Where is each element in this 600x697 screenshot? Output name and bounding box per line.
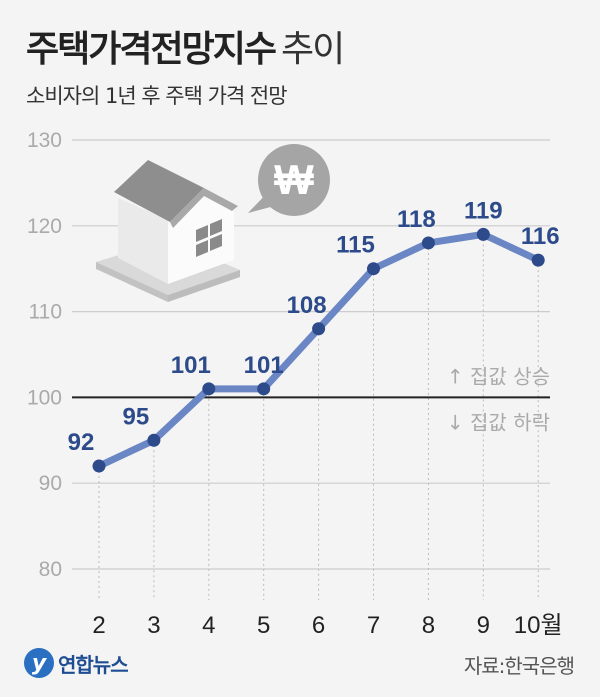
data-point: [257, 382, 271, 396]
title-light: 추이: [280, 29, 345, 70]
value-label: 95: [123, 403, 150, 430]
subtitle: 소비자의 1년 후 주택 가격 전망: [26, 84, 288, 108]
x-tick-label: 10월: [514, 612, 563, 639]
y-tick-label: 100: [27, 386, 62, 409]
x-guides: [98, 234, 539, 600]
data-point: [202, 382, 216, 396]
source-note: 자료:한국은행: [463, 654, 575, 678]
x-tick-label: 8: [422, 612, 435, 639]
data-points: [92, 227, 545, 473]
x-tick-label: 9: [477, 612, 490, 639]
data-point: [147, 433, 161, 447]
value-label: 101: [171, 352, 211, 379]
value-label: 108: [287, 292, 327, 319]
y-tick-label: 80: [39, 558, 62, 581]
value-label: 116: [521, 223, 560, 250]
x-axis-labels: 2 3 4 5 6 7 8 9 10월: [92, 612, 562, 639]
logo-mark-icon: y: [24, 648, 54, 678]
y-tick-label: 90: [39, 472, 62, 495]
page-title: 주택가격전망지수 추이: [26, 20, 345, 72]
x-tick-label: 5: [257, 612, 270, 639]
data-point: [421, 236, 435, 250]
data-point: [312, 322, 326, 336]
value-label: 119: [464, 197, 503, 224]
y-tick-label: 130: [27, 129, 62, 152]
value-label: 92: [68, 429, 95, 456]
y-axis-ticks: 130 120 110 100 90 80: [27, 129, 62, 581]
logo-text: 연합뉴스: [58, 652, 129, 677]
data-point: [476, 227, 490, 241]
x-tick-label: 6: [312, 612, 325, 639]
value-labels: 92 95 101 101 108 115 118 119 116: [68, 197, 560, 456]
won-speech-bubble-icon: ₩: [248, 144, 330, 216]
x-tick-label: 4: [202, 612, 215, 639]
svg-text:₩: ₩: [274, 156, 314, 203]
x-tick-label: 3: [147, 612, 160, 639]
house-icon: [96, 160, 240, 302]
data-point: [92, 459, 106, 473]
value-label: 101: [244, 352, 284, 379]
title-bold: 주택가격전망지수: [26, 29, 277, 70]
data-point: [531, 253, 545, 267]
value-label: 118: [397, 206, 436, 233]
annotation-up: ↑ 집값 상승: [447, 364, 550, 388]
x-tick-label: 2: [92, 612, 105, 639]
x-tick-label: 7: [367, 612, 380, 639]
y-tick-label: 120: [27, 215, 62, 238]
value-label: 115: [336, 232, 375, 259]
y-tick-label: 110: [29, 301, 62, 324]
data-point: [367, 262, 380, 276]
annotation-down: ↓ 집값 하락: [447, 410, 550, 434]
yonhap-logo: y 연합뉴스: [24, 648, 129, 678]
